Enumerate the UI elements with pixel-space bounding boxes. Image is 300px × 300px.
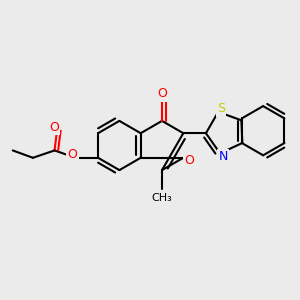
- Text: N: N: [218, 150, 228, 163]
- Text: O: O: [157, 88, 167, 100]
- Text: CH₃: CH₃: [152, 193, 172, 202]
- Text: O: O: [184, 154, 194, 167]
- Text: S: S: [217, 102, 225, 116]
- Text: O: O: [49, 121, 59, 134]
- Text: O: O: [68, 148, 77, 161]
